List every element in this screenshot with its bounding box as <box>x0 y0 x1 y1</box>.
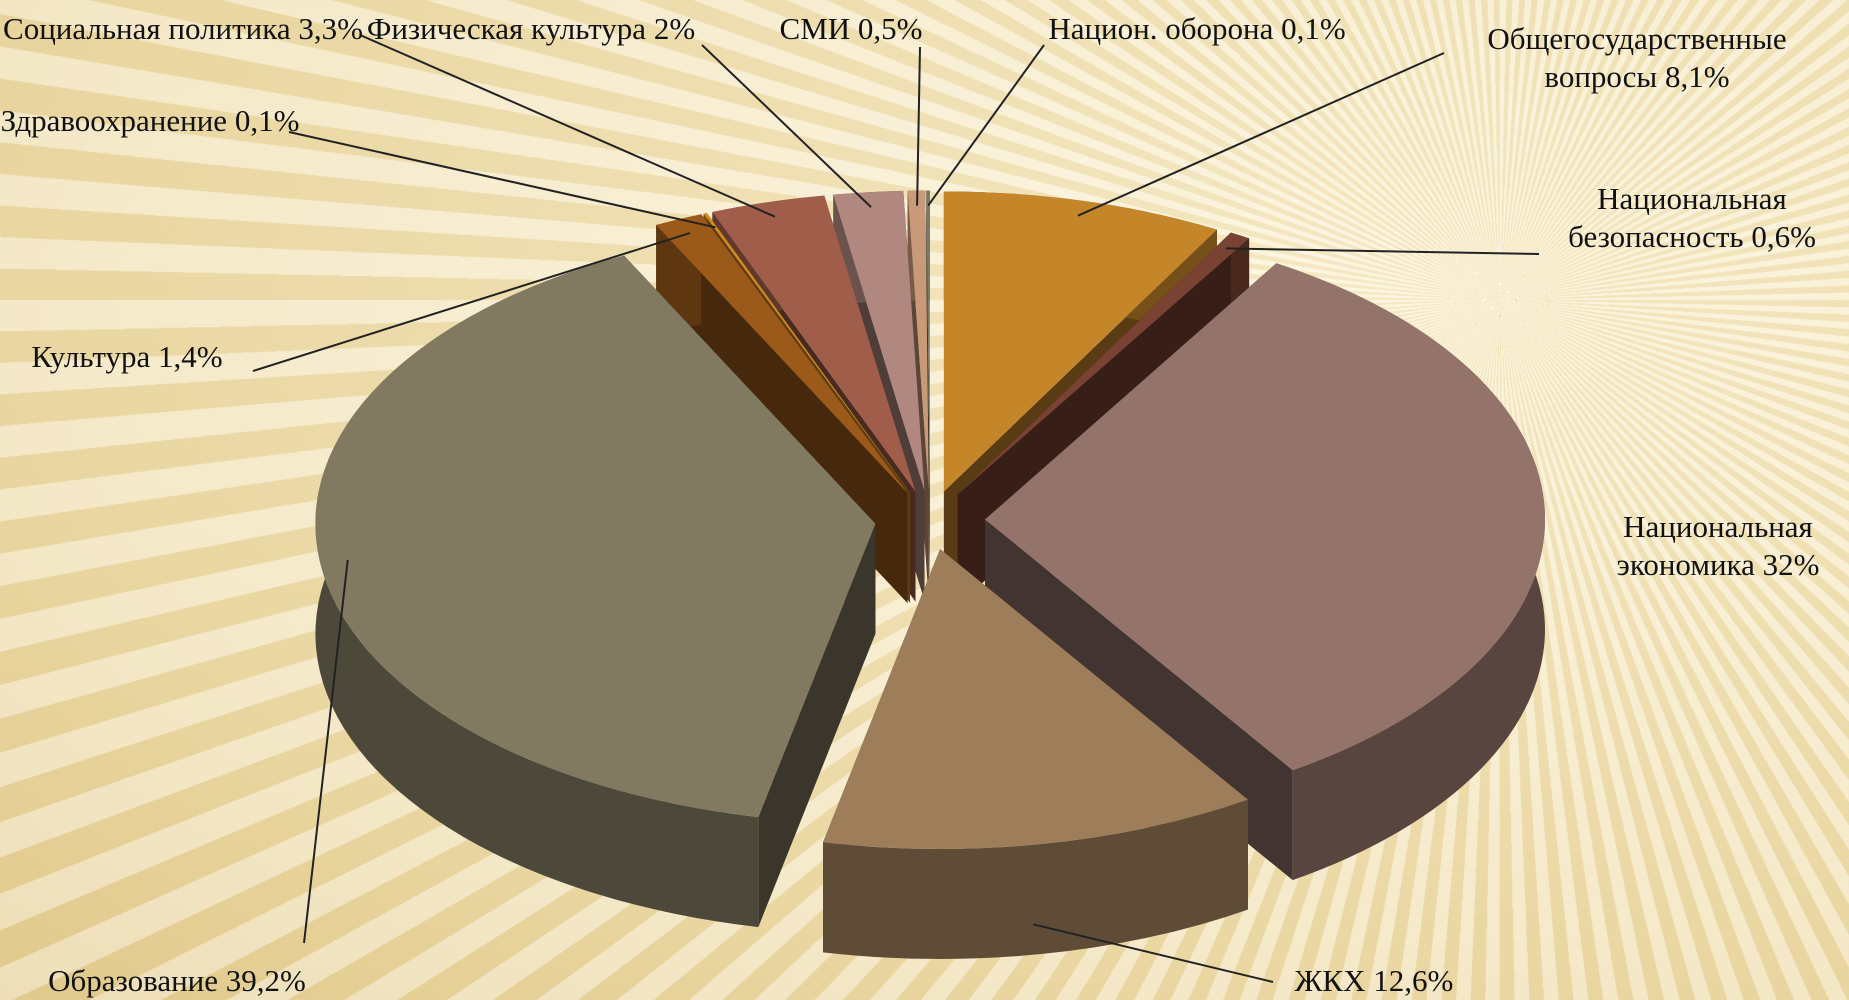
value-label: 8,1% <box>1665 59 1730 94</box>
slice-top <box>833 190 925 491</box>
slice-top <box>943 191 1217 492</box>
slice-top <box>926 190 930 491</box>
slice-label: Общегосударственные вопросы 8,1% <box>1447 20 1827 96</box>
category-name: Образование <box>48 963 219 998</box>
slice-top <box>315 255 876 818</box>
slice-label: Национальная экономика 32% <box>1588 508 1848 584</box>
value-label: 0,1% <box>234 103 300 138</box>
category-name: Национальная безопасность <box>1568 181 1787 254</box>
leader-line <box>701 44 872 208</box>
slice <box>984 263 1545 881</box>
value-label: 12,6% <box>1373 963 1454 998</box>
value-label: 0,6% <box>1751 219 1816 254</box>
slice <box>315 255 876 928</box>
slice-label: ЖКХ 12,6% <box>1244 962 1504 1000</box>
category-name: ЖКХ <box>1294 963 1366 998</box>
category-name: Культура <box>31 339 151 374</box>
slice-top <box>957 232 1250 495</box>
slice-top <box>823 548 1248 849</box>
slice-top <box>907 190 929 491</box>
category-name: Национ. оборона <box>1048 11 1274 46</box>
value-label: 3,3% <box>298 11 363 46</box>
category-name: Здравоохранение <box>0 103 228 138</box>
slice <box>926 190 930 601</box>
slice-top <box>656 214 908 494</box>
category-name: СМИ <box>779 11 851 46</box>
leader-line <box>927 44 1045 207</box>
slice-top <box>703 212 910 493</box>
slice-label: Здравоохранение 0,1% <box>0 102 310 140</box>
value-label: 0,5% <box>857 11 923 46</box>
category-name: Физическая культура <box>366 11 647 46</box>
slice-label: Физическая культура 2% <box>351 10 711 48</box>
leader-line <box>1077 52 1445 217</box>
slice-label: Образование 39,2% <box>17 962 337 1000</box>
leader-line <box>359 34 776 218</box>
value-label: 39,2% <box>225 963 306 998</box>
leader-line <box>303 559 349 944</box>
slice-label: Социальная политика 3,3% <box>3 10 363 48</box>
leader-line <box>1225 247 1540 255</box>
category-name: Общегосударственные вопросы <box>1487 21 1787 94</box>
slice-label: Национ. оборона 0,1% <box>1047 10 1347 48</box>
value-label: 0,1% <box>1281 11 1346 46</box>
value-label: 32% <box>1762 547 1820 582</box>
value-label: 2% <box>653 11 696 46</box>
leader-line <box>288 131 716 229</box>
slice-top <box>712 195 916 492</box>
value-label: 1,4% <box>157 339 223 374</box>
leader-line <box>916 46 921 206</box>
category-name: Национальная экономика <box>1616 509 1813 582</box>
slice-label: Культура 1,4% <box>0 338 257 376</box>
slice-label: СМИ 0,5% <box>751 10 951 48</box>
slice-label: Национальная безопасность 0,6% <box>1532 180 1849 256</box>
slice-side <box>758 523 876 928</box>
slice <box>823 548 1248 959</box>
slice-wall <box>823 799 1248 959</box>
leader-line <box>252 232 691 372</box>
leader-line <box>1032 923 1274 983</box>
slice-top <box>984 263 1545 771</box>
category-name: Социальная политика <box>3 11 291 46</box>
